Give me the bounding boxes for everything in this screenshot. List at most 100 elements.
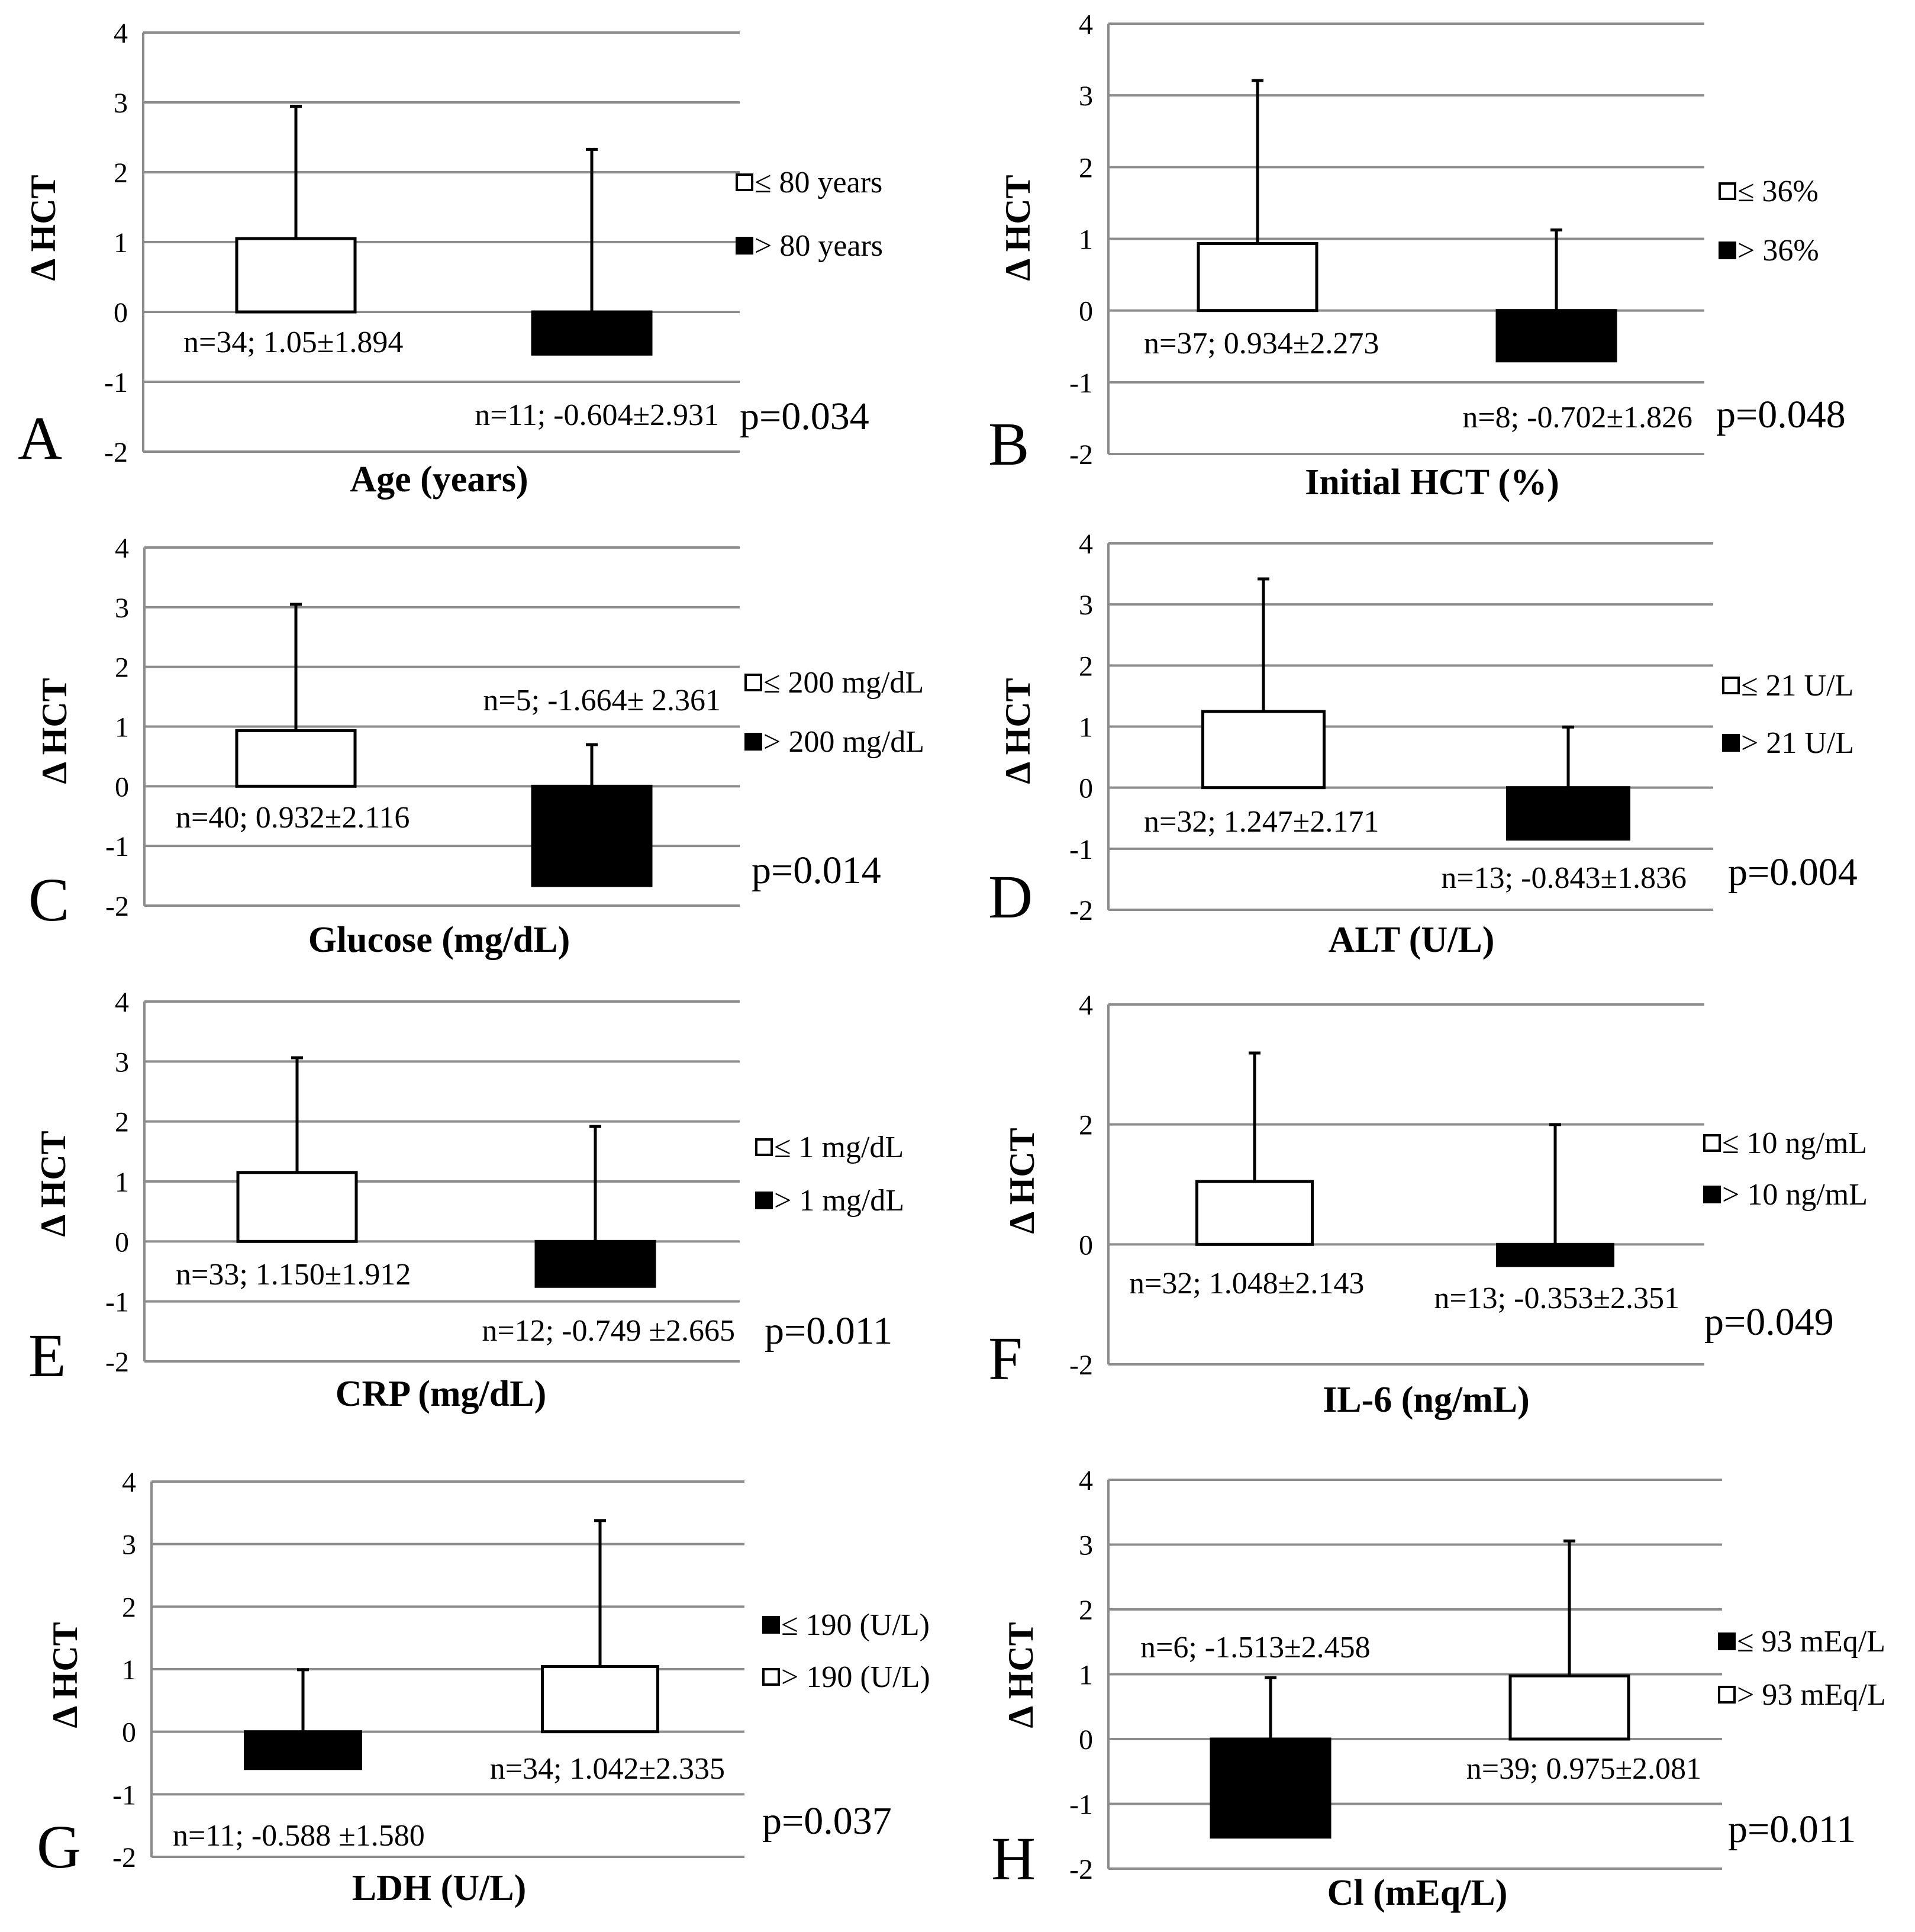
y-tick-label: 1 [114, 227, 128, 259]
y-tick-label: 3 [1079, 590, 1093, 621]
bar [541, 1665, 659, 1734]
x-axis-title: IL-6 (ng/mL) [1323, 1380, 1530, 1420]
y-tick-label: 0 [1079, 1229, 1093, 1261]
legend-entry: > 200 mg/dL [763, 725, 924, 759]
legend-swatch [1718, 1632, 1736, 1650]
y-tick-label: 4 [1079, 9, 1093, 40]
y-axis-title: Δ HCT [46, 1622, 85, 1728]
y-tick-label: 2 [1079, 1595, 1093, 1626]
bar [1197, 242, 1318, 313]
y-tick-label: -1 [112, 1779, 136, 1811]
y-tick-label: 4 [114, 18, 128, 49]
x-axis-title: Glucose (mg/dL) [308, 920, 570, 960]
panel-letter: C [28, 866, 69, 934]
bar [235, 729, 357, 788]
y-tick-label: -1 [1069, 368, 1093, 399]
bar [235, 237, 357, 314]
x-axis-title: CRP (mg/dL) [336, 1374, 547, 1414]
y-tick-label: 3 [114, 88, 128, 119]
legend-swatch [1703, 1186, 1721, 1203]
panel-letter: B [988, 410, 1029, 478]
legend-swatch [762, 1668, 780, 1686]
panel-e: 4 3 2 1 0 -1 -2 n=33; 1.150±1.912 n=12; -0.749 ±… [28, 987, 904, 1414]
legend-entry: > 80 years [755, 229, 883, 263]
panel-letter: D [988, 863, 1033, 931]
y-tick-label: -1 [105, 831, 129, 862]
legend-entry: > 93 mEq/L [1737, 1678, 1886, 1712]
y-tick-label: 4 [115, 987, 129, 1018]
y-tick-label: 1 [115, 712, 129, 743]
panel-d: 4 3 2 1 0 -1 -2 n=32; 1.247±2.171 n=13; -0.843±1… [988, 529, 1858, 960]
y-axis-title: Δ HCT [34, 1131, 73, 1237]
y-tick-label: 1 [1079, 712, 1093, 743]
y-tick-label: -1 [104, 367, 128, 398]
data-label: n=8; -0.702±1.826 [1462, 401, 1692, 434]
data-label: n=34; 1.05±1.894 [183, 326, 403, 359]
data-label: n=13; -0.843±1.836 [1441, 861, 1687, 895]
y-tick-label: -1 [105, 1287, 129, 1318]
legend-swatch [1703, 1134, 1721, 1152]
panel-h: 4 3 2 1 0 -1 -2 n=6; -1.513±2.458 n=39; 0.975±2.… [991, 1465, 1886, 1913]
y-tick-label: 2 [122, 1592, 136, 1623]
panel-letter: F [988, 1325, 1023, 1393]
data-label: n=33; 1.150±1.912 [176, 1258, 411, 1292]
p-value: p=0.034 [740, 395, 869, 438]
y-tick-label: 2 [115, 652, 129, 684]
panel-a: 4 3 2 1 0 -1 -2 n=34; 1.05±1.894 n=11; -0.604±2.… [18, 18, 883, 500]
p-value: p=0.011 [1728, 1808, 1856, 1851]
legend-swatch [762, 1616, 780, 1634]
y-tick-label: 2 [115, 1107, 129, 1138]
data-label: n=32; 1.048±2.143 [1129, 1267, 1364, 1300]
legend-entry: > 1 mg/dL [774, 1184, 904, 1218]
y-tick-label: 3 [1079, 80, 1093, 112]
data-label: n=39; 0.975±2.081 [1466, 1752, 1701, 1786]
y-tick-label: 1 [122, 1654, 136, 1686]
y-tick-label: 1 [1079, 1660, 1093, 1691]
y-tick-label: -2 [105, 891, 129, 922]
y-tick-label: 0 [122, 1717, 136, 1749]
legend-entry: > 190 (U/L) [781, 1660, 930, 1694]
y-axis-title: Δ HCT [1001, 1622, 1040, 1728]
x-axis-title: Initial HCT (%) [1305, 462, 1559, 503]
y-axis-title: Δ HCT [35, 678, 74, 784]
y-tick-label: -2 [1069, 1350, 1093, 1381]
data-label: n=11; -0.604±2.931 [475, 398, 719, 432]
panel-f: 4 2 0 -2 n=32; 1.048±2.143 n=13; -0.353±2.351… [988, 990, 1868, 1420]
legend-swatch [744, 733, 762, 751]
legend-entry: ≤ 80 years [755, 166, 882, 199]
y-tick-label: 4 [115, 533, 129, 564]
data-label: n=34; 1.042±2.335 [490, 1752, 725, 1786]
p-value: p=0.014 [752, 849, 881, 892]
p-value: p=0.048 [1716, 393, 1846, 436]
legend-entry: ≤ 190 (U/L) [781, 1608, 930, 1642]
data-label: n=13; -0.353±2.351 [1434, 1281, 1679, 1315]
bar [1195, 1180, 1314, 1246]
p-value: p=0.049 [1704, 1300, 1834, 1344]
y-tick-label: 3 [122, 1530, 136, 1561]
legend-entry: ≤ 21 U/L [1741, 669, 1853, 703]
legend-entry: ≤ 93 mEq/L [1737, 1625, 1885, 1659]
y-tick-label: -2 [1069, 439, 1093, 471]
legend-entry: ≤ 36% [1737, 175, 1819, 208]
data-label: n=5; -1.664± 2.361 [483, 684, 721, 717]
bar [1201, 710, 1326, 790]
legend-swatch [1718, 1686, 1736, 1704]
y-tick-label: 0 [114, 297, 128, 329]
y-tick-label: 4 [1079, 529, 1093, 560]
legend-entry: ≤ 10 ng/mL [1722, 1126, 1867, 1160]
y-tick-label: 2 [1079, 1110, 1093, 1141]
legend-swatch [736, 237, 753, 255]
legend-entry: > 10 ng/mL [1722, 1178, 1868, 1212]
y-tick-label: 4 [122, 1467, 136, 1498]
p-value: p=0.004 [1728, 851, 1858, 894]
data-label: n=37; 0.934±2.273 [1144, 327, 1379, 360]
data-label: n=40; 0.932±2.116 [176, 801, 410, 835]
legend-swatch [755, 1138, 773, 1156]
legend-entry: ≤ 1 mg/dL [774, 1131, 904, 1164]
y-tick-label: 0 [115, 1226, 129, 1258]
y-tick-label: 3 [115, 1046, 129, 1078]
y-tick-label: -1 [1069, 1789, 1093, 1821]
y-axis-title: Δ HCT [998, 175, 1037, 281]
panel-letter: G [37, 1813, 81, 1881]
